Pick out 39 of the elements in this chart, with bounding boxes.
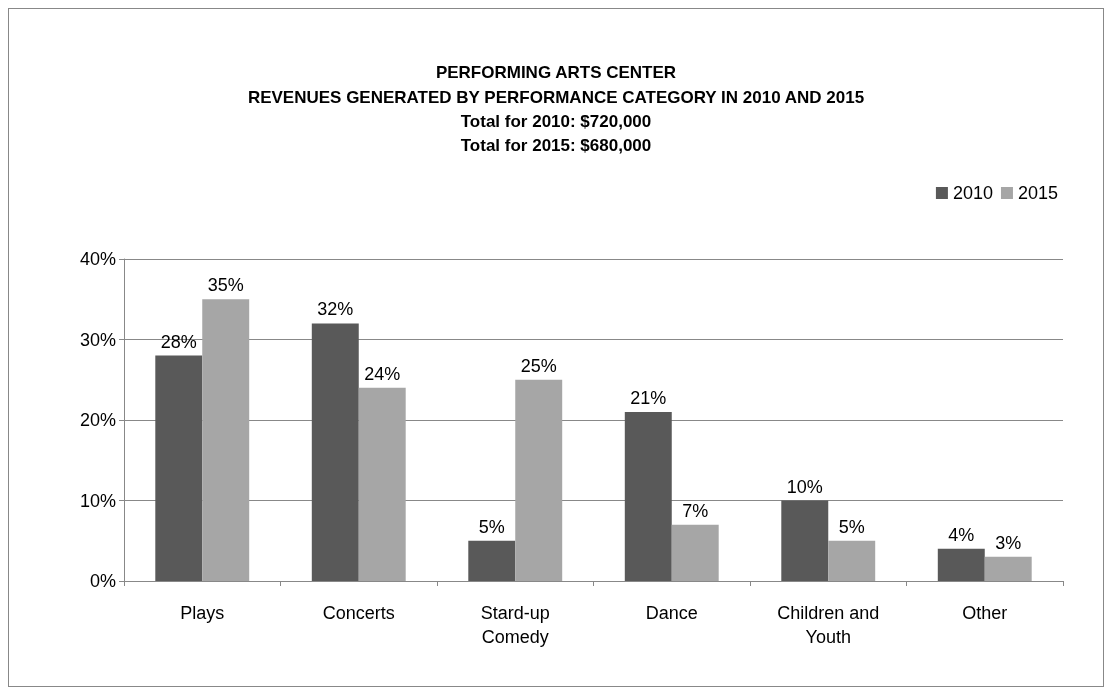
data-label: 32% [317,299,354,320]
y-tick-label: 40% [79,249,116,269]
data-label: 10% [786,476,823,497]
bar [468,540,516,581]
x-tick-label: Other [962,603,1008,623]
y-tick-label: 20% [79,410,116,430]
bar [202,299,250,581]
chart-subtitle: REVENUES GENERATED BY PERFORMANCE CATEGORY IN 2010 AND 2015 Total for 2010: $720,000 Total for 2015: $680,000 [247,87,865,155]
bar [311,323,359,581]
bar [781,500,829,581]
legend-label: 2015 [1017,183,1058,203]
data-label: 5% [838,516,865,537]
x-tick-label: Children and Youth [777,603,880,647]
data-label: 4% [948,524,975,545]
bar [624,411,672,581]
x-tick-label: Plays [180,603,225,623]
data-label: 3% [995,532,1022,553]
bar [358,387,406,581]
bar [515,379,563,581]
bar [828,540,876,581]
y-tick-label: 10% [79,490,116,511]
data-label: 7% [682,500,709,521]
bar [937,548,985,581]
data-label: 28% [160,331,197,352]
y-tick-label: 30% [79,329,116,350]
x-tick-label: Concerts [322,603,395,623]
data-label: 24% [364,363,401,384]
bar [155,355,203,581]
chart-title: PERFORMING ARTS CENTER [435,63,677,82]
data-label: 21% [630,387,667,408]
data-label: 35% [207,275,244,296]
data-label: 5% [478,516,505,537]
bar [984,556,1032,581]
x-tick-label: Stard-up Comedy [480,603,550,647]
x-tick-label: Dance [645,603,698,623]
legend-label: 2010 [952,183,993,203]
data-label: 25% [520,355,557,376]
y-tick-label: 0% [89,571,116,591]
bar [671,524,719,581]
